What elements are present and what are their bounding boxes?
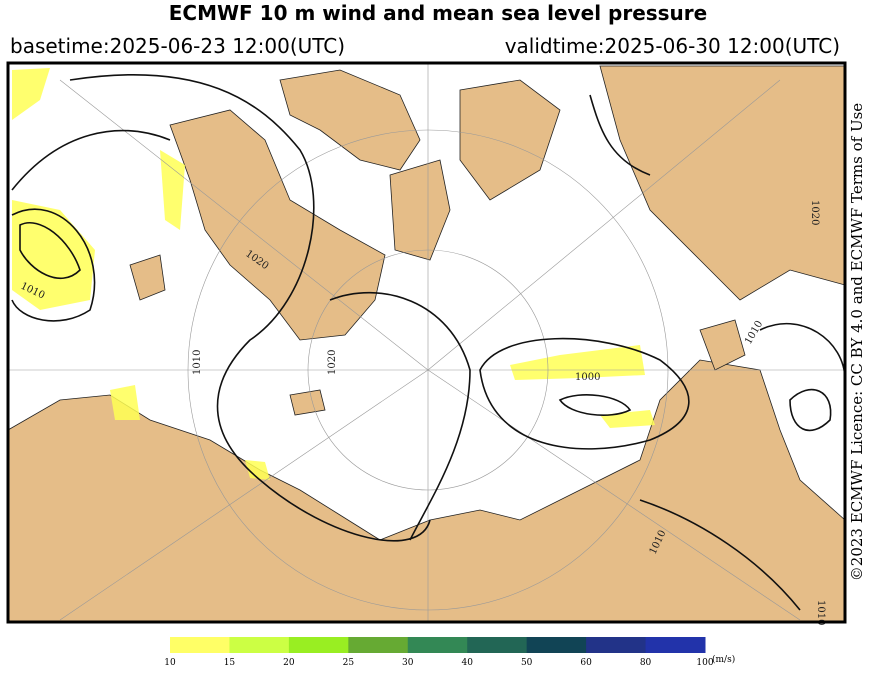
colorbar-tick-label: 80 <box>640 658 652 668</box>
colorbar-tick-label: 50 <box>521 658 533 668</box>
colorbar-tick-label: 15 <box>224 658 236 668</box>
map-frame <box>6 61 847 624</box>
contour-label: 1010 <box>815 600 826 625</box>
colorbar-tick-label: 10 <box>164 658 176 668</box>
colorbar-tick-label: 25 <box>343 658 355 668</box>
colorbar-segment <box>348 637 409 653</box>
colorbar-tick-label: 60 <box>580 658 592 668</box>
colorbar-segment <box>467 637 528 653</box>
colorbar-segment <box>645 637 706 653</box>
contour-label: 1000 <box>575 372 600 383</box>
isobars <box>11 73 846 611</box>
colorbar-segment <box>229 637 290 653</box>
colorbar-tick-label: 40 <box>461 658 473 668</box>
colorbar-segment <box>407 637 468 653</box>
map: 1020 1020 1010 1010 1010 1000 1010 1010 … <box>6 61 847 625</box>
colorbar-tick-label: 20 <box>283 658 295 668</box>
colorbar-segment <box>526 637 587 653</box>
colorbar-segment <box>586 637 647 653</box>
colorbar-segment <box>288 637 349 653</box>
contour-label: 1020 <box>809 200 820 225</box>
graticule <box>8 63 845 622</box>
basetime: basetime:2025-06-23 12:00(UTC) <box>10 34 345 58</box>
colorbar-tick-label: 100 <box>696 658 713 668</box>
contour-label: 1010 <box>192 350 203 375</box>
colorbar: 10 15 20 25 30 40 50 60 80 100 <box>164 637 714 668</box>
land <box>7 65 846 623</box>
contour-label: 1020 <box>327 350 338 375</box>
colorbar-unit: (m/s) <box>712 654 735 665</box>
title: ECMWF 10 m wind and mean sea level press… <box>169 1 707 25</box>
credit: ©2023 ECMWF Licence: CC BY 4.0 and ECMWF… <box>848 103 866 582</box>
colorbar-segment <box>170 637 230 653</box>
validtime: validtime:2025-06-30 12:00(UTC) <box>505 34 840 58</box>
colorbar-tick-label: 30 <box>402 658 414 668</box>
